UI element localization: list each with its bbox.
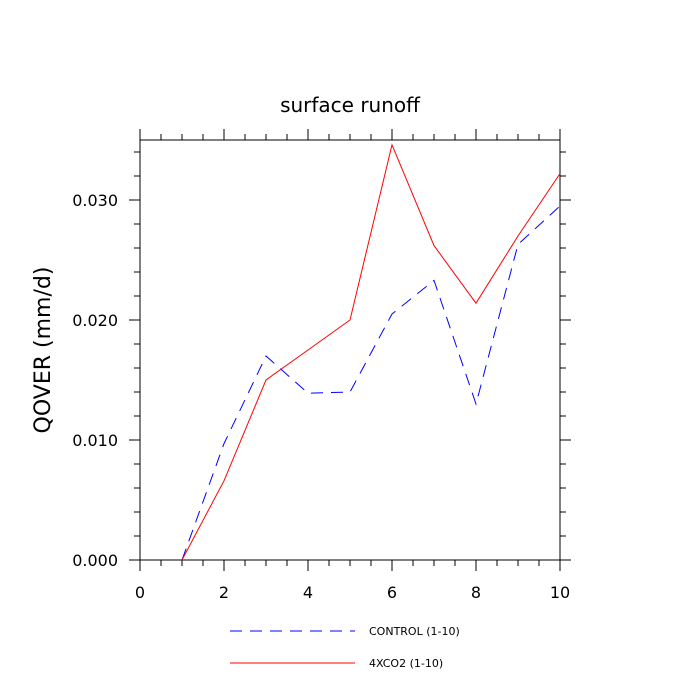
legend: CONTROL (1-10) 4XCO2 (1-10) bbox=[230, 625, 460, 670]
plot-frame bbox=[139, 139, 561, 561]
x-tick-label: 8 bbox=[471, 583, 481, 602]
x-tick-label: 6 bbox=[387, 583, 397, 602]
y-tick-label: 0.030 bbox=[72, 191, 118, 210]
y-axis-label: QOVER (mm/d) bbox=[31, 267, 56, 434]
legend-label-control: CONTROL (1-10) bbox=[369, 625, 460, 638]
y-tick-label: 0.010 bbox=[72, 431, 118, 450]
series-line-control bbox=[181, 205, 561, 561]
chart-title: surface runoff bbox=[280, 93, 421, 117]
plot-area: 0 2 4 6 8 10 0.000 0.010 0.020 0.030 bbox=[72, 129, 571, 602]
x-tick-label: 0 bbox=[135, 583, 145, 602]
series-line-4xco2 bbox=[181, 143, 561, 561]
y-tick-label: 0.020 bbox=[72, 311, 118, 330]
legend-label-4xco2: 4XCO2 (1-10) bbox=[369, 657, 443, 670]
y-tick-label: 0.000 bbox=[72, 551, 118, 570]
x-tick-label: 4 bbox=[303, 583, 313, 602]
x-tick-label: 2 bbox=[219, 583, 229, 602]
x-tick-label: 10 bbox=[550, 583, 570, 602]
